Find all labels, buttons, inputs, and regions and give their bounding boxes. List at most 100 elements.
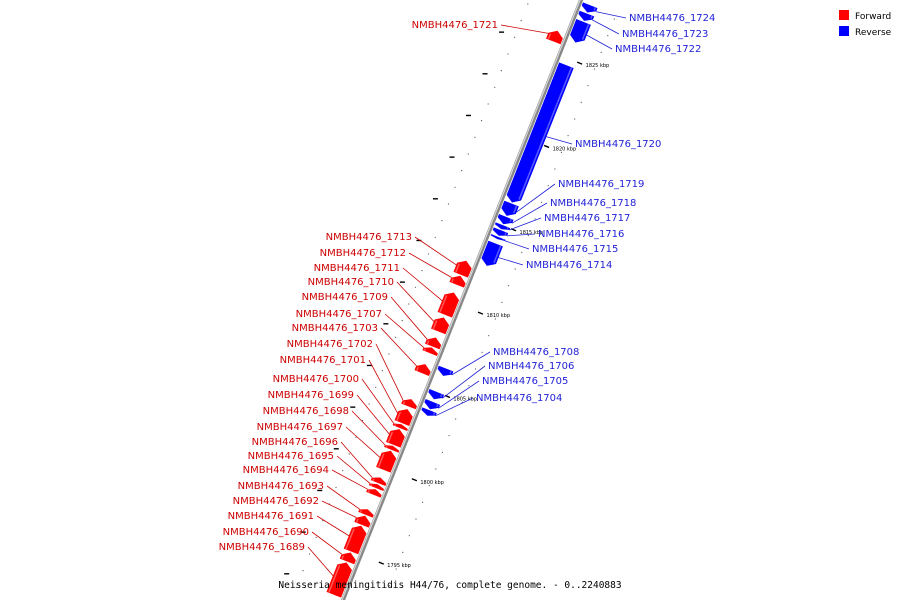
gene-label-NMBH4476_1698[interactable]: NMBH4476_1698 (263, 406, 349, 417)
minor-tick-dot (447, 203, 450, 205)
gene-arrow-NMBH4476_1694[interactable] (366, 489, 382, 498)
label-leader (375, 343, 404, 401)
gene-arrow-NMBH4476_1701[interactable] (394, 409, 413, 426)
minor-tick-dot (415, 518, 417, 520)
gene-arrow-NMBH4476_1713[interactable] (453, 260, 472, 278)
minor-tick-dot (315, 536, 317, 538)
gene-label-NMBH4476_1708[interactable]: NMBH4476_1708 (493, 347, 579, 358)
gene-label-NMBH4476_1722[interactable]: NMBH4476_1722 (615, 44, 701, 55)
gene-arrow-NMBH4476_1715[interactable] (490, 233, 506, 241)
gene-arrow-NMBH4476_1707[interactable] (422, 347, 438, 356)
gene-label-NMBH4476_1697[interactable]: NMBH4476_1697 (257, 422, 343, 433)
label-leader (498, 257, 524, 266)
label-leader (326, 485, 360, 510)
gene-label-NMBH4476_1707[interactable]: NMBH4476_1707 (296, 309, 382, 320)
gene-arrow-NMBH4476_1703[interactable] (414, 364, 431, 376)
gene-arrow-NMBH4476_1698[interactable] (383, 445, 400, 453)
gene-arrow-NMBH4476_1708[interactable] (437, 365, 454, 376)
gene-label-NMBH4476_1719[interactable]: NMBH4476_1719 (558, 179, 644, 190)
position-tick-mark (543, 144, 550, 149)
gene-arrow-NMBH4476_1704[interactable] (421, 407, 437, 416)
minor-tick-dot (381, 370, 383, 372)
gene-arrow-NMBH4476_1690[interactable] (339, 552, 356, 565)
gene-arrow-NMBH4476_1720[interactable] (506, 62, 574, 203)
gene-arrow-NMBH4476_1697[interactable] (376, 450, 397, 473)
gene-arrow-NMBH4476_1689[interactable] (326, 562, 352, 598)
gene-arrow-NMBH4476_1709[interactable] (425, 337, 442, 350)
minor-tick-dot (494, 86, 496, 88)
gene-arrow-NMBH4476_1706[interactable] (428, 389, 445, 400)
gene-arrow-NMBH4476_1718[interactable] (497, 214, 514, 225)
gene-arrow-NMBH4476_1692[interactable] (354, 515, 371, 528)
gene-arrow-NMBH4476_1691[interactable] (343, 525, 367, 555)
gene-arrow-NMBH4476_1705[interactable] (424, 399, 441, 410)
gene-label-NMBH4476_1718[interactable]: NMBH4476_1718 (550, 198, 636, 209)
gene-arrow-NMBH4476_1712[interactable] (449, 275, 466, 288)
gene-label-NMBH4476_1696[interactable]: NMBH4476_1696 (252, 437, 338, 448)
label-leader (586, 34, 613, 50)
label-leader (546, 136, 573, 145)
gene-arrow-NMBH4476_1710[interactable] (431, 317, 450, 335)
position-tick-label: 1815 kbp (520, 230, 544, 236)
backbone-layer (340, 0, 584, 600)
minor-tick-dot (435, 468, 437, 470)
gene-arrow-NMBH4476_1721[interactable] (546, 30, 563, 45)
gene-label-NMBH4476_1693[interactable]: NMBH4476_1693 (238, 481, 324, 492)
gene-label-NMBH4476_1709[interactable]: NMBH4476_1709 (302, 292, 388, 303)
gene-arrow-NMBH4476_1702[interactable] (401, 399, 417, 410)
gene-label-NMBH4476_1701[interactable]: NMBH4476_1701 (280, 355, 366, 366)
gene-label-NMBH4476_1720[interactable]: NMBH4476_1720 (575, 139, 661, 150)
gene-label-NMBH4476_1691[interactable]: NMBH4476_1691 (228, 511, 314, 522)
gene-label-NMBH4476_1713[interactable]: NMBH4476_1713 (326, 232, 412, 243)
gene-label-NMBH4476_1724[interactable]: NMBH4476_1724 (629, 13, 715, 24)
gene-arrow-NMBH4476_1724[interactable] (581, 2, 598, 13)
gene-arrow-NMBH4476_1699[interactable] (386, 429, 405, 448)
label-leader (356, 394, 390, 435)
gene-label-NMBH4476_1699[interactable]: NMBH4476_1699 (268, 390, 354, 401)
gene-label-NMBH4476_1703[interactable]: NMBH4476_1703 (292, 323, 378, 334)
minor-tick-dot (402, 551, 404, 553)
gene-arrow-NMBH4476_1693[interactable] (358, 509, 374, 518)
minor-tick-dot (454, 186, 456, 188)
gene-arrow-NMBH4476_1723[interactable] (578, 10, 595, 21)
minor-tick-dot (474, 368, 477, 370)
minor-tick-dot (521, 251, 523, 253)
gene-label-NMBH4476_1712[interactable]: NMBH4476_1712 (320, 248, 406, 259)
gene-label-NMBH4476_1702[interactable]: NMBH4476_1702 (287, 339, 373, 350)
gene-label-NMBH4476_1714[interactable]: NMBH4476_1714 (526, 260, 612, 271)
gene-shading (377, 453, 385, 468)
minor-tick-dot (408, 535, 410, 537)
gene-shading (504, 232, 507, 235)
gene-arrow-NMBH4476_1695[interactable] (368, 483, 385, 491)
gene-arrow-NMBH4476_1716[interactable] (492, 227, 509, 236)
gene-label-NMBH4476_1721[interactable]: NMBH4476_1721 (412, 20, 498, 31)
gene-label-NMBH4476_1689[interactable]: NMBH4476_1689 (219, 542, 305, 553)
gene-label-NMBH4476_1694[interactable]: NMBH4476_1694 (243, 465, 329, 476)
gene-label-NMBH4476_1715[interactable]: NMBH4476_1715 (532, 244, 618, 255)
gene-label-NMBH4476_1704[interactable]: NMBH4476_1704 (476, 393, 562, 404)
gene-label-NMBH4476_1716[interactable]: NMBH4476_1716 (538, 229, 624, 240)
gene-arrow-NMBH4476_1719[interactable] (501, 200, 519, 216)
gene-shading (359, 510, 363, 513)
gene-arrow-NMBH4476_1696[interactable] (370, 477, 387, 486)
minor-tick-dot (527, 3, 529, 5)
gene-label-NMBH4476_1705[interactable]: NMBH4476_1705 (482, 376, 568, 387)
gene-label-NMBH4476_1706[interactable]: NMBH4476_1706 (488, 361, 574, 372)
gene-label-NMBH4476_1690[interactable]: NMBH4476_1690 (223, 527, 309, 538)
gene-shading (451, 278, 454, 283)
gene-label-NMBH4476_1695[interactable]: NMBH4476_1695 (248, 451, 334, 462)
legend: Forward Reverse (839, 10, 892, 38)
gene-arrow-NMBH4476_1717[interactable] (494, 222, 511, 230)
gene-label-NMBH4476_1711[interactable]: NMBH4476_1711 (314, 263, 400, 274)
gene-label-NMBH4476_1700[interactable]: NMBH4476_1700 (273, 374, 359, 385)
gene-shading (396, 411, 402, 422)
gene-arrow-NMBH4476_1722[interactable] (570, 19, 591, 43)
gene-label-NMBH4476_1717[interactable]: NMBH4476_1717 (544, 213, 630, 224)
gene-label-NMBH4476_1710[interactable]: NMBH4476_1710 (308, 277, 394, 288)
gene-label-NMBH4476_1723[interactable]: NMBH4476_1723 (622, 29, 708, 40)
gene-arrow-NMBH4476_1711[interactable] (437, 292, 460, 318)
gene-arrow-NMBH4476_1714[interactable] (481, 240, 503, 266)
gene-label-NMBH4476_1692[interactable]: NMBH4476_1692 (233, 496, 319, 507)
gene-arrow-NMBH4476_1700[interactable] (392, 423, 408, 431)
label-leader (340, 441, 373, 478)
